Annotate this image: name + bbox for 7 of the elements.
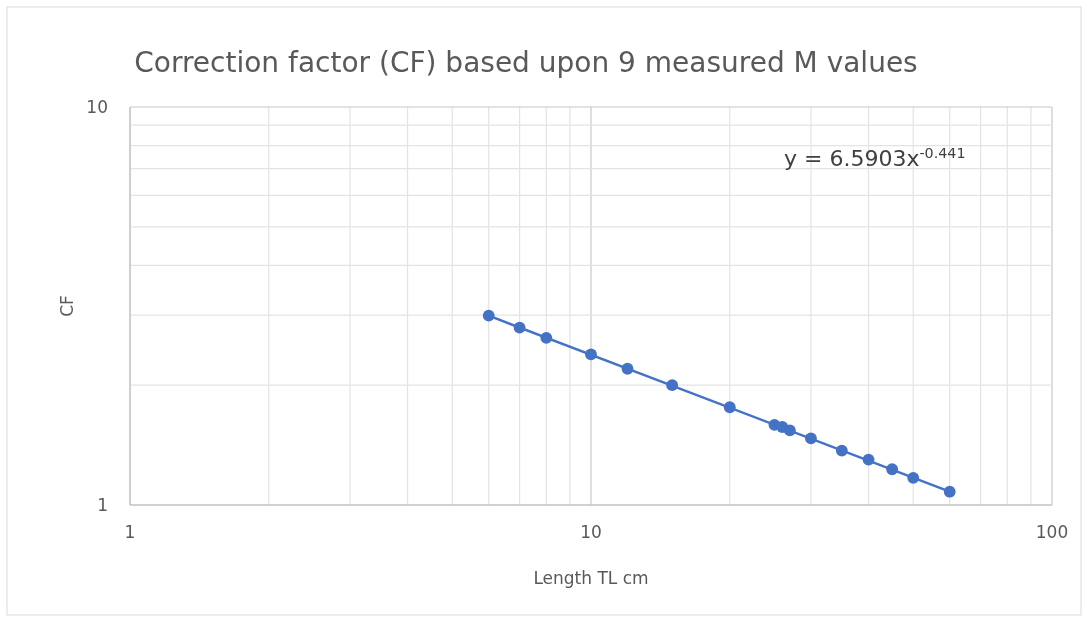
y-axis-title: CF bbox=[57, 295, 77, 317]
x-tick-label: 1 bbox=[124, 522, 136, 542]
x-tick-label: 100 bbox=[1035, 522, 1069, 542]
annotation: y = 6.5903x$^{-0.441}$ bbox=[784, 145, 966, 171]
chart-title: Correction factor (CF) based upon 9 measured M values bbox=[134, 46, 918, 79]
x-tick-label: 10 bbox=[580, 522, 602, 542]
x-axis-title: Length TL cm bbox=[533, 568, 649, 588]
